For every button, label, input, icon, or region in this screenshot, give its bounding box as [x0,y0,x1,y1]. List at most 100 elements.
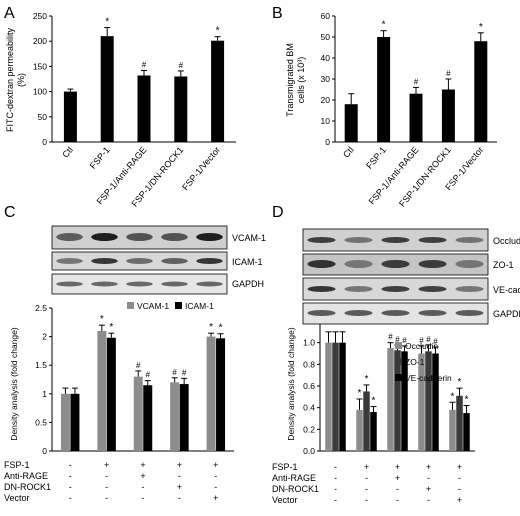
y-tick-label: 1 [42,389,47,399]
y-axis-label-line: Transmigrated BM [285,43,295,117]
legend-swatch [395,374,402,381]
treatment-mark: - [458,484,461,494]
y-tick-label: 0.5 [35,417,47,427]
treatment-mark: - [365,495,368,505]
y-tick-label: 0.0 [303,446,315,456]
panel-letter-c: C [4,204,16,221]
significance-mark: # [146,371,151,380]
bar [401,351,408,451]
blot-band [344,310,373,316]
y-tick-label: 0 [42,446,47,456]
treatment-mark: + [426,462,431,472]
y-axis-label: Density analysis (fold change) [286,327,296,441]
bar [356,409,363,451]
y-axis-label-line: cells (x 10³) [296,57,306,104]
blot-band [418,237,447,243]
bar [60,393,70,451]
blot-label-vcam1: VCAM-1 [232,233,266,243]
treatment-mark: + [364,462,369,472]
blot-band [418,286,447,292]
treatment-mark: + [426,484,431,494]
blot-band [196,233,223,241]
y-tick-label: 2.5 [35,303,47,313]
y-tick-label: 50 [38,112,48,122]
legend-swatch [395,342,402,349]
treatment-mark: - [365,473,368,483]
y-axis-label-line: Density analysis (fold change) [9,327,19,441]
significance-mark: * [465,395,469,406]
western-blot-d: Occludin ZO-1 VE-cadherin GAPDH [302,228,520,325]
y-tick-label: 20 [321,95,331,105]
panel-letter-d: D [272,204,284,221]
treatment-mark: - [105,471,108,481]
blot-band [344,286,373,292]
blot-band [196,258,223,264]
treatment-mark: + [395,462,400,472]
blot-band [196,281,223,287]
significance-mark: # [446,69,451,78]
bar [211,40,225,142]
blot-band [455,260,484,268]
chart-a: 0 50 100 150 200 250 FITC-dextran permeability… [5,11,236,209]
significance-mark: # [136,361,141,370]
treatment-mark: - [178,493,181,503]
significance-mark: * [105,17,109,28]
treatment-mark: - [334,462,337,472]
legend-label: ICAM-1 [185,301,214,311]
bar [418,353,425,451]
y-tick-label: 150 [33,61,47,71]
treatment-row-label: FSP-1 [272,462,298,472]
treatment-mark: - [427,495,430,505]
legend-label: VCAM-1 [137,301,169,311]
blot-band [307,286,336,292]
treatment-row-label: Vector [4,493,30,503]
treatment-row-label: DN-ROCK1 [272,484,319,494]
treatment-mark: - [214,482,217,492]
significance-mark: * [479,22,483,33]
bar [170,382,180,451]
bar [63,91,77,142]
treatment-row-label: DN-ROCK1 [4,482,51,492]
bar [137,75,151,142]
bar [344,104,358,142]
blot-band [91,258,118,264]
bar [143,385,153,451]
bar [206,336,216,451]
treatment-mark: - [334,484,337,494]
treatment-mark: + [457,462,462,472]
bar [449,409,456,451]
bar [97,330,107,451]
treatment-mark: - [69,482,72,492]
bar [463,413,470,451]
bar [370,412,377,451]
legend-label: VE-cadherin [405,373,452,383]
significance-mark: * [209,322,213,333]
x-tick-label: Ctl [341,145,356,160]
x-tick-label: FSP-1/Vector [180,145,222,192]
treatment-mark: - [396,495,399,505]
treatment-mark: + [140,471,145,481]
significance-mark: * [365,374,369,385]
treatment-mark: + [213,460,218,470]
bar [133,376,143,451]
blot-band [161,281,188,287]
y-tick-label: 1.0 [303,338,315,348]
panel-letter-b: B [272,5,283,22]
significance-mark: * [100,314,104,325]
blot-band [418,260,447,268]
blot-band [344,260,373,268]
bar [409,93,423,142]
blot-label-gapdh-d: GAPDH [493,309,520,319]
treatment-table-c: FSP-1- + + + +Anti-RAGE - - + - -DN-ROCK1- - - + -Vec… [4,460,218,503]
treatment-row-label: Vector [272,495,298,505]
bar [394,350,401,451]
treatment-row-label: Anti-RAGE [272,473,316,483]
significance-mark: * [216,26,220,37]
blot-label-occludin: Occludin [493,236,520,246]
significance-mark: * [109,322,113,333]
y-tick-label: 30 [321,74,331,84]
blot-label-gapdh-c: GAPDH [232,279,264,289]
y-tick-label: 0 [325,137,330,147]
treatment-mark: + [457,495,462,505]
